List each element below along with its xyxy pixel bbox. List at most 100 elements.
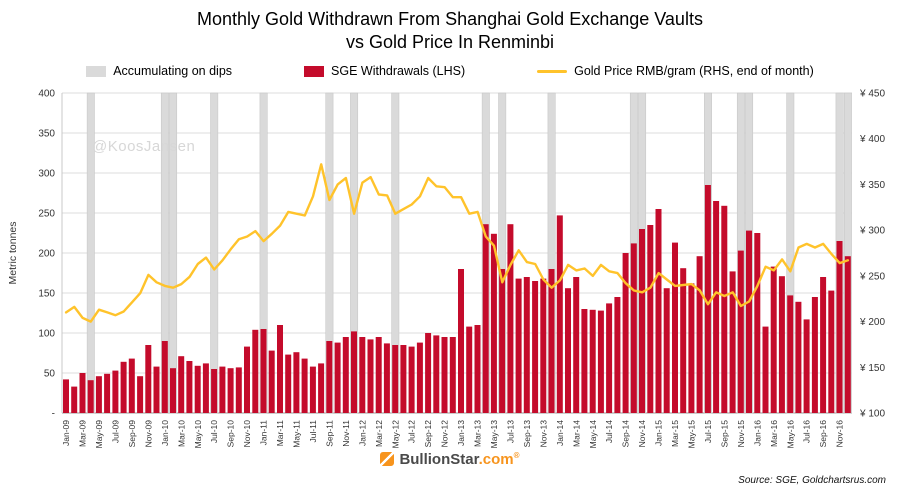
- brand-suffix: .com: [478, 451, 514, 468]
- x-tick-label: Mar-13: [473, 420, 483, 447]
- withdrawal-bar: [87, 380, 94, 413]
- right-tick-label: ¥ 400: [859, 134, 885, 145]
- x-tick-label: Nov-16: [835, 420, 845, 448]
- x-tick-label: Jul-10: [209, 420, 219, 443]
- x-tick-label: Jul-11: [308, 420, 318, 443]
- x-tick-label: May-14: [588, 420, 598, 449]
- withdrawal-bar: [128, 358, 135, 413]
- withdrawal-bar: [202, 363, 209, 413]
- withdrawal-bar: [375, 337, 382, 413]
- withdrawal-bar: [696, 256, 703, 413]
- bullionstar-logo: BullionStar.com®: [0, 451, 900, 468]
- plot-area: 400 350 300 250 200 150 100 50 - ¥ 450 ¥ 400 ¥ 350 ¥…: [7, 89, 885, 449]
- chart-title: Monthly Gold Withdrawn From Shanghai Gol…: [0, 8, 900, 55]
- x-tick-label: Nov-09: [143, 420, 153, 448]
- withdrawal-bar: [532, 281, 539, 413]
- withdrawal-bar: [565, 288, 571, 413]
- withdrawal-bar: [746, 230, 752, 413]
- x-tick-label: Nov-11: [341, 420, 351, 447]
- withdrawal-bar: [112, 370, 119, 413]
- withdrawal-bar: [540, 278, 547, 413]
- registered-mark: ®: [513, 451, 520, 460]
- x-tick-label: Jan-12: [357, 420, 367, 446]
- left-tick-label: -: [52, 409, 55, 420]
- withdrawal-bar: [449, 337, 456, 413]
- withdrawal-bar: [737, 250, 744, 413]
- withdrawal-bar: [301, 358, 308, 413]
- x-tick-label: May-11: [292, 420, 302, 448]
- withdrawal-bar: [573, 277, 580, 413]
- withdrawal-bar: [79, 373, 86, 413]
- x-tick-label: Sep-16: [818, 420, 828, 448]
- x-tick-label: May-16: [785, 420, 795, 449]
- withdrawal-bar: [326, 341, 333, 413]
- gold-price-line: [64, 163, 850, 323]
- accumulation-band: [210, 92, 219, 414]
- withdrawal-bar: [688, 283, 695, 413]
- x-tick-label: Mar-14: [571, 420, 581, 447]
- withdrawal-bar: [170, 368, 176, 413]
- x-tick-label: Sep-15: [719, 420, 729, 448]
- withdrawal-bar: [622, 253, 629, 413]
- withdrawal-bar: [309, 366, 316, 413]
- legend-band-swatch: [86, 65, 107, 77]
- withdrawal-bar: [104, 373, 111, 413]
- right-tick-label: ¥ 100: [859, 409, 885, 420]
- withdrawal-bar: [342, 337, 349, 413]
- withdrawal-bar: [95, 376, 102, 413]
- withdrawal-bar: [606, 303, 613, 413]
- withdrawal-bar: [334, 342, 341, 413]
- x-tick-label: Sep-12: [423, 420, 433, 448]
- withdrawal-bar: [795, 301, 802, 413]
- withdrawal-bar: [515, 278, 522, 413]
- withdrawal-bar: [811, 297, 818, 413]
- withdrawal-bar: [820, 277, 827, 413]
- x-tick-label: Sep-10: [226, 420, 236, 448]
- source-note: Source: SGE, Goldchartsrus.com: [738, 475, 886, 486]
- withdrawal-bar: [153, 366, 160, 413]
- x-tick-label: May-09: [94, 420, 104, 449]
- withdrawal-bar: [416, 342, 423, 413]
- right-tick-label: ¥ 250: [859, 271, 885, 282]
- x-tick-label: Jan-11: [259, 420, 269, 446]
- withdrawal-bar: [400, 345, 407, 413]
- withdrawal-bar: [137, 376, 144, 413]
- chart-title-line1: Monthly Gold Withdrawn From Shanghai Gol…: [197, 9, 703, 29]
- withdrawal-bar: [844, 256, 851, 413]
- right-tick-label: ¥ 300: [859, 226, 885, 237]
- withdrawal-bar: [359, 337, 366, 413]
- withdrawal-bar: [260, 329, 267, 413]
- withdrawal-bar: [647, 225, 654, 413]
- withdrawal-bar: [235, 367, 242, 413]
- withdrawal-bar: [663, 288, 670, 413]
- x-tick-label: Mar-09: [78, 420, 88, 447]
- withdrawal-bar: [227, 368, 234, 413]
- withdrawal-bar: [268, 350, 275, 413]
- withdrawal-bar: [581, 309, 588, 413]
- x-tick-label: Jan-16: [752, 420, 762, 446]
- withdrawal-bar: [704, 185, 711, 413]
- withdrawal-bar: [630, 243, 637, 413]
- right-tick-label: ¥ 150: [859, 363, 885, 374]
- x-tick-label: Nov-10: [242, 420, 252, 448]
- withdrawal-bar: [466, 326, 473, 413]
- withdrawal-bar: [828, 290, 835, 413]
- legend-label: Accumulating on dips: [113, 64, 233, 78]
- left-tick-label: 350: [38, 129, 55, 140]
- withdrawal-bar: [120, 361, 127, 413]
- x-tick-label: May-12: [390, 420, 400, 449]
- withdrawal-bar: [639, 229, 645, 413]
- withdrawal-bar: [71, 386, 78, 413]
- x-tick-label: Mar-15: [670, 420, 680, 447]
- x-tick-label: Mar-12: [374, 420, 384, 447]
- legend-line-swatch: [537, 69, 568, 73]
- x-tick-label: Jan-14: [555, 420, 565, 446]
- withdrawal-bar: [219, 366, 226, 413]
- withdrawal-bar: [318, 363, 325, 413]
- withdrawal-bar: [507, 224, 514, 413]
- withdrawal-bar: [490, 233, 497, 413]
- x-tick-label: Nov-15: [736, 420, 746, 448]
- x-tick-label: Jul-13: [506, 420, 516, 443]
- x-tick-label: Jan-10: [160, 420, 170, 446]
